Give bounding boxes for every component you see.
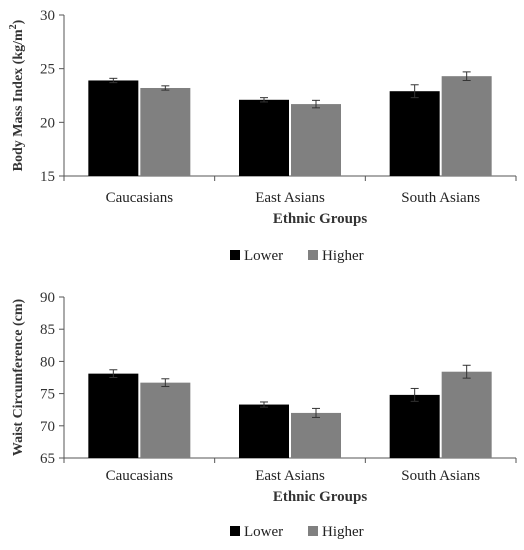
y-tick-label: 75 bbox=[40, 387, 55, 403]
error-bar bbox=[312, 407, 320, 418]
bar-higher bbox=[291, 412, 341, 458]
error-bar bbox=[312, 99, 320, 109]
category-label: Caucasians bbox=[106, 468, 174, 484]
x-axis-label: Ethnic Groups bbox=[273, 211, 367, 227]
error-bar bbox=[410, 84, 419, 99]
x-axis-label: Ethnic Groups bbox=[273, 489, 367, 505]
category-label: East Asians bbox=[255, 190, 325, 206]
y-axis-label: Body Mass Index (kg/m2) bbox=[8, 19, 26, 171]
y-tick-label: 25 bbox=[40, 62, 55, 78]
error-bar bbox=[161, 378, 170, 388]
y-axis-label: Waist Circumference (cm) bbox=[11, 299, 26, 457]
legend-label-higher: Higher bbox=[322, 248, 364, 264]
bar-lower bbox=[389, 91, 440, 176]
error-bar bbox=[161, 85, 170, 91]
bar-higher bbox=[140, 382, 191, 458]
y-tick-label: 30 bbox=[40, 8, 55, 24]
y-tick-label: 65 bbox=[40, 451, 55, 467]
y-tick-label: 85 bbox=[40, 322, 55, 338]
legend-swatch-lower bbox=[230, 526, 240, 536]
category-label: South Asians bbox=[401, 468, 480, 484]
legend: Lower Higher bbox=[230, 248, 364, 264]
y-axis-label-close: ) bbox=[11, 19, 26, 24]
y-axis-label-text: Body Mass Index (kg/m bbox=[11, 29, 26, 171]
legend-swatch-higher bbox=[308, 250, 318, 260]
y-tick-label: 70 bbox=[40, 419, 55, 435]
legend-swatch-lower bbox=[230, 250, 240, 260]
error-bar bbox=[410, 387, 419, 402]
bar-higher bbox=[441, 371, 492, 458]
legend-swatch-higher bbox=[308, 526, 318, 536]
bar-lower bbox=[239, 99, 289, 176]
waist-circumference-chart: 65 70 75 80 85 90 Caucasians East Asians South A… bbox=[11, 290, 517, 540]
error-bar bbox=[462, 364, 471, 379]
bar-higher bbox=[140, 87, 191, 176]
error-bar bbox=[462, 71, 471, 81]
legend-label-lower: Lower bbox=[244, 248, 283, 264]
y-axis-label-superscript: 2 bbox=[8, 24, 19, 29]
category-label: South Asians bbox=[401, 190, 480, 206]
error-bar bbox=[260, 97, 268, 103]
legend-label-higher: Higher bbox=[322, 524, 364, 540]
bar-lower bbox=[389, 394, 440, 458]
legend-label-lower: Lower bbox=[244, 524, 283, 540]
bar-lower bbox=[88, 80, 139, 176]
bar-lower bbox=[88, 373, 139, 458]
error-bar bbox=[260, 401, 268, 408]
bar-higher bbox=[291, 104, 341, 176]
y-tick-label: 90 bbox=[40, 290, 55, 306]
y-tick-label: 15 bbox=[40, 169, 55, 185]
legend: Lower Higher bbox=[230, 524, 364, 540]
category-label: Caucasians bbox=[106, 190, 174, 206]
error-bar bbox=[109, 369, 118, 378]
bar-higher bbox=[441, 76, 492, 176]
y-tick-label: 80 bbox=[40, 354, 55, 370]
bmi-chart: 15 20 25 30 Caucasians East Asians South Asian… bbox=[8, 8, 517, 264]
y-tick-label: 20 bbox=[40, 115, 55, 131]
error-bar bbox=[109, 77, 118, 84]
bar-lower bbox=[239, 404, 289, 458]
category-label: East Asians bbox=[255, 468, 325, 484]
